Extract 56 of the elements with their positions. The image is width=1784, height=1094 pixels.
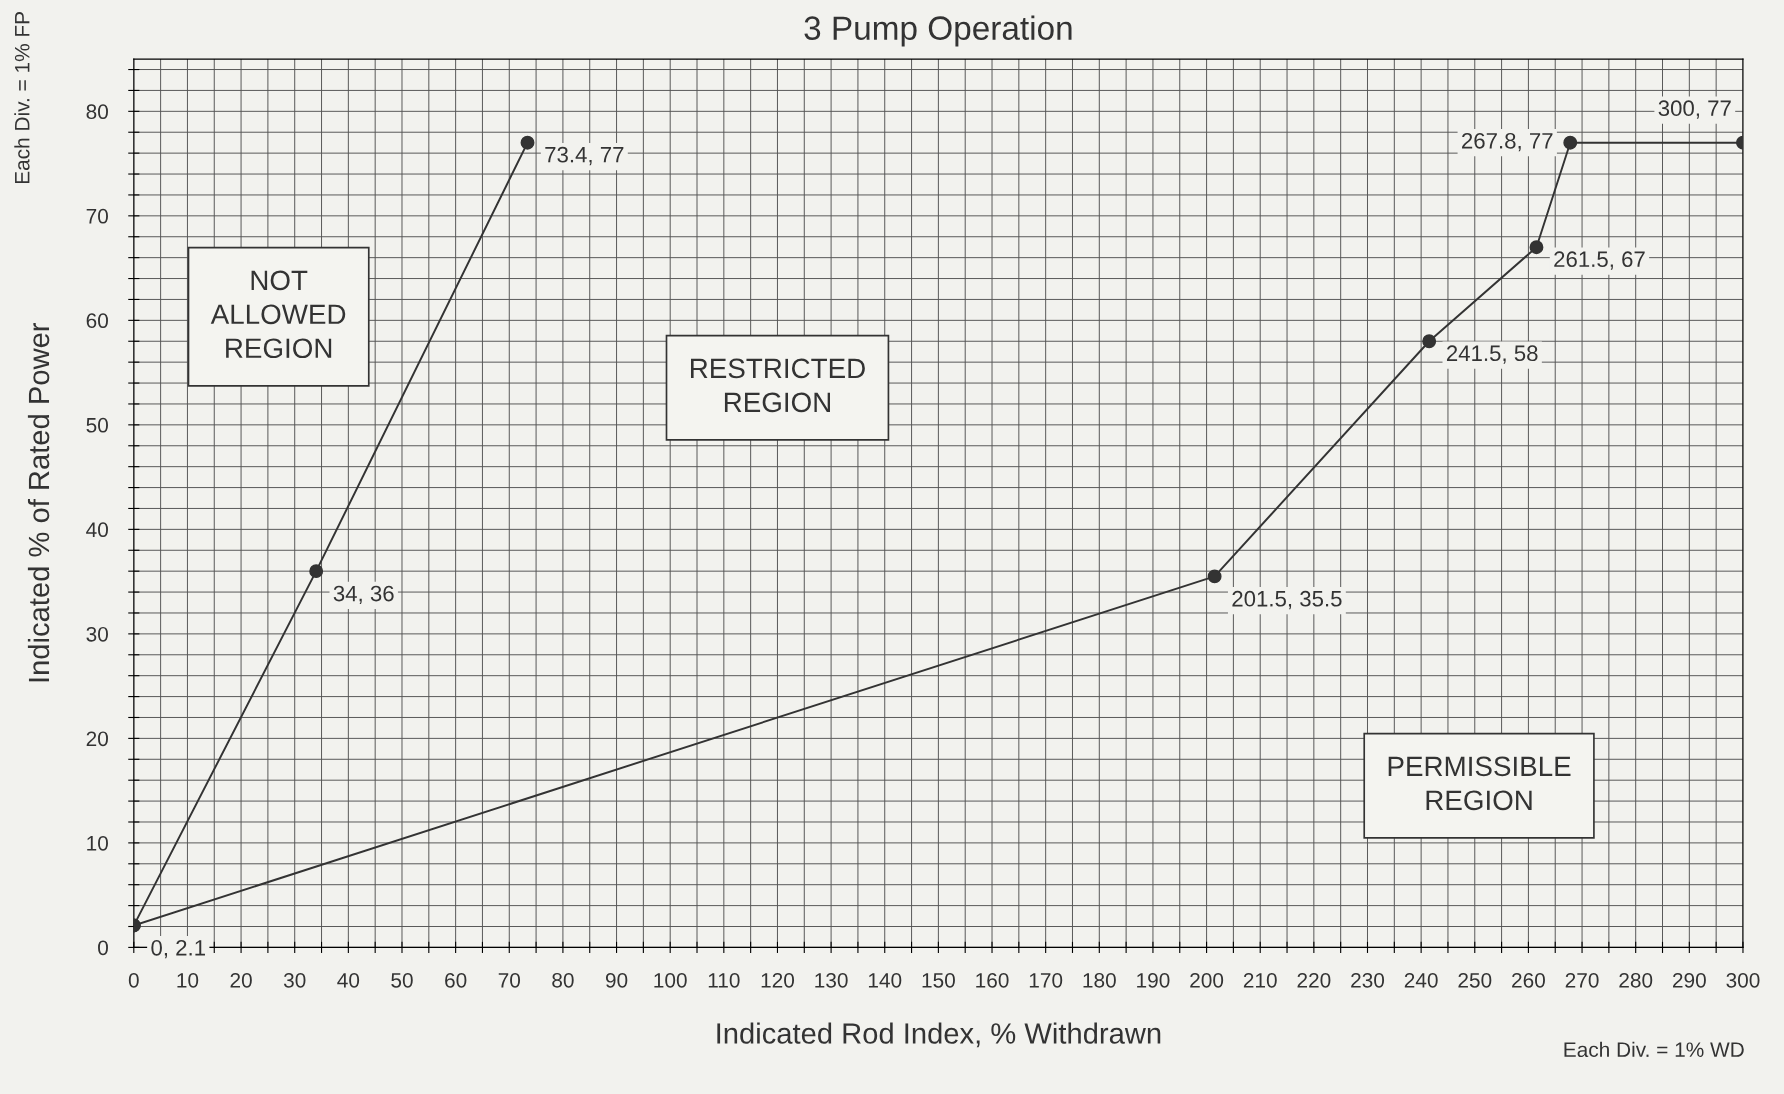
annotation: 261.5, 67 [1554,251,1645,270]
x-tick-label: 230 [1351,972,1385,988]
x-tick-label: 80 [552,972,574,988]
x-tick-label: 40 [337,972,360,988]
annotation: PERMISSIBLE REGION [1388,756,1571,811]
y-tick-label: 80 [86,104,108,120]
x-tick-label: 50 [391,972,413,988]
y-tick-label: 30 [86,626,108,642]
x-tick-label: 140 [868,972,902,988]
annotation: 300, 77 [1658,100,1731,119]
x-tick-label: 260 [1512,972,1545,988]
y-tick-label: 50 [86,417,108,433]
annotation: 201.5, 35.5 [1232,590,1342,610]
y-tick-label: 0 [98,940,108,956]
x-tick-label: 90 [605,972,628,988]
y-tick-label: 70 [86,208,108,224]
x-tick-label: 210 [1243,972,1277,988]
x-tick-label: 270 [1565,972,1599,988]
x-tick-label: 0 [128,972,139,988]
x-tick-label: 110 [708,972,740,988]
chart-title: 3 Pump Operation [804,15,1072,47]
annotation: 241.5, 58 [1446,345,1538,364]
x-tick-label: 190 [1137,972,1170,988]
y-tick-label: 60 [86,313,108,329]
x-axis-title: Indicated Rod Index, % Withdrawn [717,1022,1161,1048]
x-tick-label: 170 [1029,972,1063,988]
text: Each Div. = 1% WD [1564,1041,1744,1058]
y-tick-label: 20 [86,731,108,747]
annotation: 267.8, 77 [1462,132,1553,152]
x-tick-label: 280 [1619,972,1653,988]
text: Each Div. = 1% FP [14,12,30,184]
x-tick-label: 160 [976,972,1009,988]
annotation: 0, 2.1 [151,939,205,959]
annotation: 34, 36 [333,585,394,605]
x-tick-label: 70 [498,972,521,988]
annotation: RESTRICTED REGION [691,358,865,413]
x-tick-label: 150 [922,972,955,988]
annotation: 73.4, 77 [545,146,624,166]
x-tick-label: 200 [1190,972,1224,988]
x-tick-label: 180 [1083,972,1116,988]
x-tick-label: 290 [1673,972,1706,988]
x-tick-label: 250 [1458,972,1492,988]
x-tick-label: 220 [1297,972,1331,988]
annotation: NOT ALLOWED REGION [210,270,346,359]
x-tick-label: 20 [230,972,252,988]
x-tick-label: 60 [445,972,467,988]
x-tick-label: 120 [761,972,795,988]
x-tick-label: 130 [815,972,848,988]
y-axis-title: Indicated % of Rated Power [27,322,50,682]
x-tick-label: 300 [1726,972,1760,988]
x-tick-label: 240 [1404,972,1438,988]
x-tick-label: 30 [283,972,306,988]
y-tick-label: 40 [86,522,108,538]
x-tick-label: 100 [654,972,687,988]
x-tick-label: 10 [177,972,199,988]
y-tick-label: 10 [87,835,108,851]
